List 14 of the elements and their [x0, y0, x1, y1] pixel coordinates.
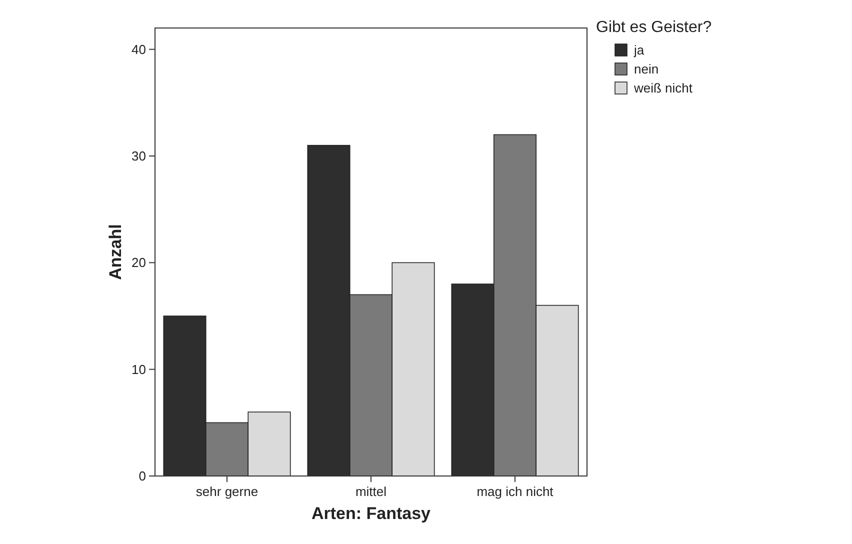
y-tick-label: 40 — [132, 42, 146, 57]
x-tick-label: mag ich nicht — [476, 484, 554, 499]
y-tick-label: 20 — [132, 255, 146, 270]
legend-label: ja — [633, 42, 645, 58]
y-axis-title: Anzahl — [106, 224, 125, 280]
x-tick-label: mittel — [355, 484, 387, 499]
x-tick-label: sehr gerne — [196, 484, 258, 499]
x-axis-title: Arten: Fantasy — [311, 504, 432, 523]
legend-title: Gibt es Geister? — [596, 19, 712, 36]
legend-label: nein — [634, 62, 659, 77]
y-tick-label: 0 — [138, 468, 146, 484]
y-tick-label: 30 — [132, 148, 146, 164]
legend-label: weiß nicht — [633, 80, 693, 96]
y-tick-label: 10 — [132, 362, 146, 377]
